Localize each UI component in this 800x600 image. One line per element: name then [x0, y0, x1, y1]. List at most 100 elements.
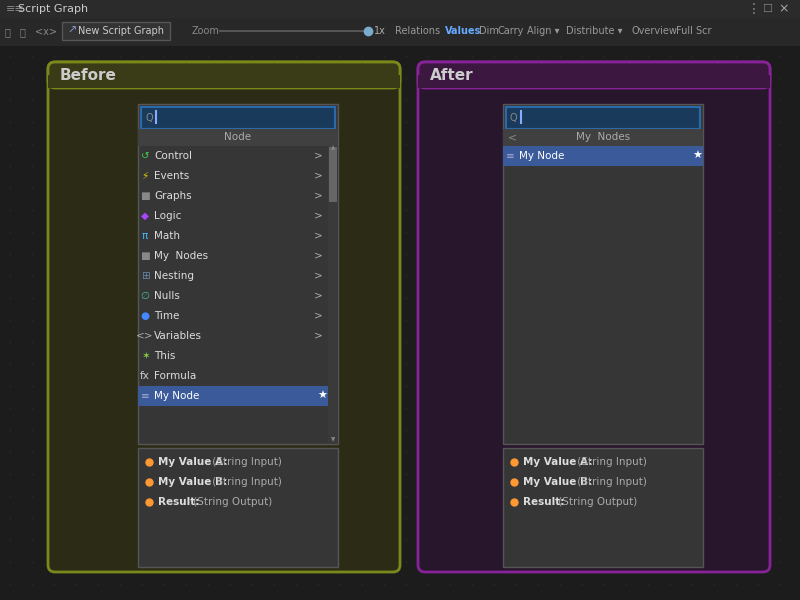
Text: >: >: [314, 171, 322, 181]
Text: <: <: [508, 132, 518, 142]
Text: ☐: ☐: [762, 4, 772, 14]
Text: ▼: ▼: [331, 437, 335, 443]
Text: >: >: [314, 231, 322, 241]
Text: Distribute ▾: Distribute ▾: [566, 26, 622, 36]
Text: This: This: [154, 351, 175, 361]
Text: <x>: <x>: [35, 27, 57, 37]
Text: <>: <>: [136, 331, 154, 341]
FancyBboxPatch shape: [48, 62, 400, 572]
Bar: [503, 104, 703, 444]
Text: (String Input): (String Input): [574, 457, 646, 467]
Text: Nesting: Nesting: [154, 271, 194, 281]
Text: ★: ★: [692, 151, 702, 161]
Text: ◆: ◆: [141, 211, 149, 221]
Text: Node: Node: [225, 132, 251, 142]
Text: My Value B:: My Value B:: [523, 477, 592, 487]
Bar: [138, 104, 338, 444]
Text: Align ▾: Align ▾: [526, 26, 559, 36]
Text: My Value A:: My Value A:: [523, 457, 592, 467]
Text: Relations: Relations: [395, 26, 440, 36]
Text: ↗: ↗: [67, 26, 76, 36]
Text: π: π: [142, 231, 148, 241]
Bar: [141, 107, 335, 129]
Bar: [503, 129, 703, 146]
Text: ↺: ↺: [141, 151, 150, 161]
Text: Math: Math: [154, 231, 180, 241]
Text: My  Nodes: My Nodes: [154, 251, 208, 261]
Text: ⚡: ⚡: [142, 171, 149, 181]
Bar: [506, 107, 700, 129]
Text: (String Input): (String Input): [574, 477, 646, 487]
Text: ≡: ≡: [506, 151, 514, 161]
Text: ⓘ: ⓘ: [20, 27, 26, 37]
Bar: [503, 448, 703, 567]
Text: Graphs: Graphs: [154, 191, 192, 201]
Text: (String Input): (String Input): [209, 457, 282, 467]
Text: ≡≡: ≡≡: [6, 4, 25, 14]
Bar: [138, 129, 338, 146]
Text: Logic: Logic: [154, 211, 182, 221]
Text: My Node: My Node: [154, 391, 199, 401]
Text: Carry: Carry: [498, 26, 524, 36]
Text: Script Graph: Script Graph: [18, 4, 88, 14]
Text: >: >: [314, 151, 322, 161]
Text: ●: ●: [141, 311, 150, 321]
Text: >: >: [314, 211, 322, 221]
Text: Q: Q: [145, 113, 153, 123]
Text: Before: Before: [60, 67, 117, 82]
Text: Overview: Overview: [631, 26, 678, 36]
Text: >: >: [314, 271, 322, 281]
Bar: [328, 146, 338, 444]
Bar: [329, 147, 337, 202]
Text: Time: Time: [154, 311, 179, 321]
FancyBboxPatch shape: [418, 62, 770, 572]
Text: (String Output): (String Output): [190, 497, 273, 507]
Text: My Value A:: My Value A:: [158, 457, 227, 467]
Text: ■: ■: [140, 251, 150, 261]
Bar: [418, 75, 770, 88]
Text: fx: fx: [140, 371, 150, 381]
Text: ⋮: ⋮: [747, 2, 761, 16]
Text: After: After: [430, 67, 474, 82]
Bar: [503, 146, 703, 166]
Text: Result:: Result:: [523, 497, 564, 507]
Text: ×: ×: [778, 2, 789, 16]
Text: 1x: 1x: [374, 26, 386, 36]
Text: ✶: ✶: [141, 351, 150, 361]
Text: >: >: [314, 291, 322, 301]
Text: Nulls: Nulls: [154, 291, 180, 301]
Text: Values: Values: [445, 26, 481, 36]
Text: Events: Events: [154, 171, 190, 181]
Text: (String Input): (String Input): [209, 477, 282, 487]
Text: Result:: Result:: [158, 497, 199, 507]
Text: Zoom: Zoom: [192, 26, 220, 36]
Text: My  Nodes: My Nodes: [576, 132, 630, 142]
Bar: [138, 448, 338, 567]
Text: ⊞: ⊞: [141, 271, 150, 281]
Text: ■: ■: [140, 191, 150, 201]
Text: ▲: ▲: [331, 145, 335, 151]
Text: Control: Control: [154, 151, 192, 161]
Text: ≡: ≡: [141, 391, 150, 401]
FancyBboxPatch shape: [48, 62, 400, 88]
Text: Dim: Dim: [479, 26, 499, 36]
Bar: [62, 22, 170, 40]
Text: Variables: Variables: [154, 331, 202, 341]
Text: >: >: [314, 191, 322, 201]
Text: Full Scr: Full Scr: [676, 26, 711, 36]
Text: My Node: My Node: [519, 151, 564, 161]
Text: >: >: [314, 311, 322, 321]
Text: ★: ★: [317, 391, 327, 401]
Bar: [138, 386, 328, 406]
Text: Q: Q: [510, 113, 518, 123]
Text: Formula: Formula: [154, 371, 196, 381]
Bar: [0, 0, 800, 18]
Text: (String Output): (String Output): [555, 497, 638, 507]
Text: >: >: [314, 331, 322, 341]
Text: ∅: ∅: [141, 291, 150, 301]
FancyBboxPatch shape: [418, 62, 770, 88]
Bar: [0, 18, 800, 46]
Text: >: >: [314, 251, 322, 261]
Text: New Script Graph: New Script Graph: [78, 26, 164, 36]
Text: 🔒: 🔒: [5, 27, 11, 37]
